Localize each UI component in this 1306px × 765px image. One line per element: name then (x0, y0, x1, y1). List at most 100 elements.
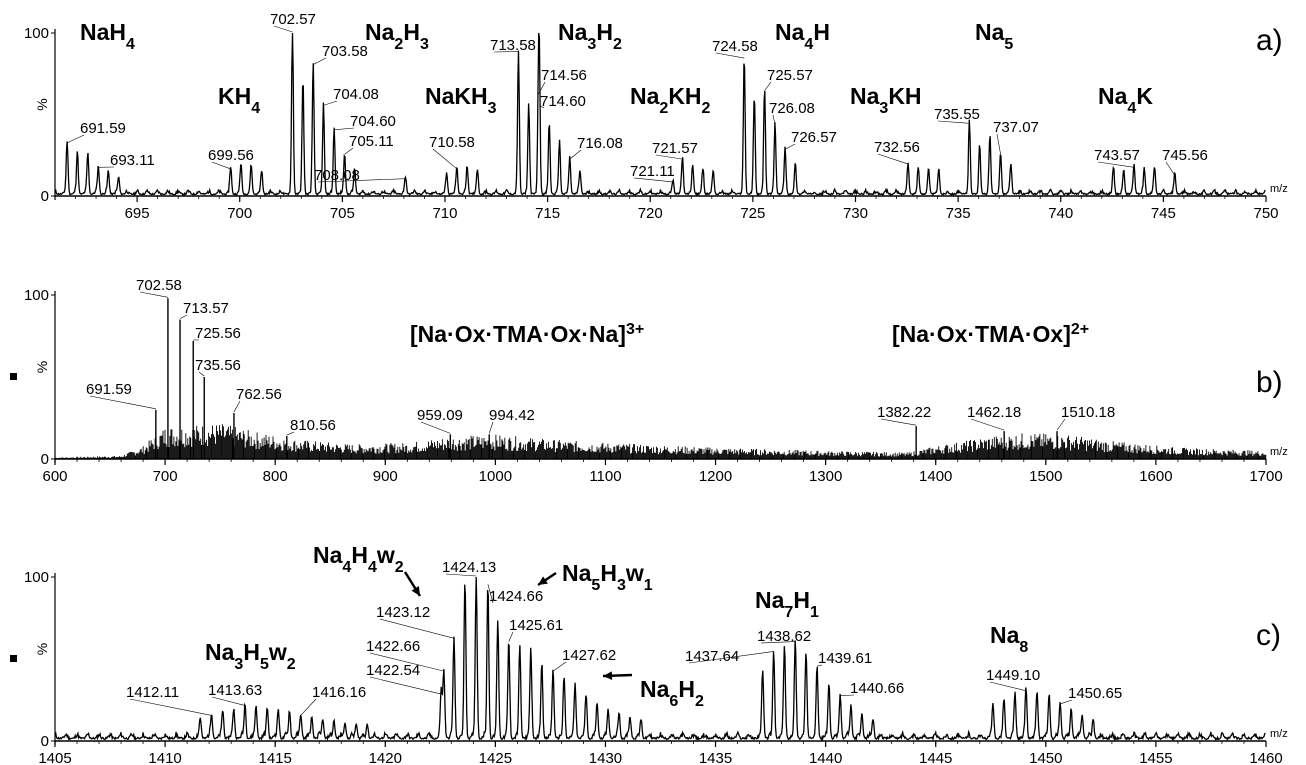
x-tick-label: 1425 (479, 750, 512, 765)
peak-leader (286, 431, 295, 436)
x-tick-label: 700 (153, 468, 178, 485)
peak-leader (764, 81, 772, 91)
peak-label: 1425.61 (509, 617, 563, 634)
peak-leader (1097, 161, 1135, 168)
peak-label: 732.56 (874, 139, 920, 156)
peak-leader (816, 664, 823, 667)
peak-leader (552, 661, 567, 672)
peak-leader (179, 314, 188, 319)
x-axis-label: m/z (1270, 728, 1288, 740)
peak-label: 714.60 (540, 93, 586, 110)
peak-label: 702.58 (136, 277, 182, 294)
x-tick-label: 695 (125, 205, 150, 222)
peak-leader (89, 395, 156, 410)
y-axis-label: % (34, 643, 50, 655)
peak-leader (970, 418, 1005, 431)
x-tick-label: 1200 (699, 468, 732, 485)
ion-label: Na7H1 (755, 587, 819, 621)
x-tick-label: 1700 (1249, 468, 1282, 485)
peak-label: 1510.18 (1061, 404, 1115, 421)
peak-leader (344, 147, 354, 155)
x-tick-label: 1445 (919, 750, 952, 765)
peak-leader (198, 371, 205, 377)
peak-leader (488, 421, 494, 434)
ion-label: Na4K (1098, 83, 1153, 117)
peak-label: 693.11 (110, 152, 155, 169)
peak-leader (379, 618, 455, 639)
peak-label: 1424.66 (489, 588, 543, 605)
peak-leader (487, 584, 494, 604)
peak-leader (772, 114, 776, 125)
peak-label: 713.58 (490, 37, 536, 54)
peak-label: 810.56 (290, 417, 336, 434)
peak-label: 1423.12 (376, 604, 430, 621)
peak-label: 737.07 (993, 119, 1039, 136)
peak-label: 726.57 (791, 129, 837, 146)
peak-leader (840, 694, 855, 697)
x-tick-label: 700 (227, 205, 252, 222)
peak-leader (715, 52, 745, 59)
y-tick-label-0: 0 (41, 188, 49, 205)
peak-label: 745.56 (1162, 147, 1208, 164)
peak-label: 1412.11 (126, 684, 179, 701)
x-tick-label: 750 (1253, 205, 1278, 222)
peak-label: 1438.62 (757, 628, 811, 645)
ion-label: NaH4 (80, 19, 135, 53)
ion-label: Na3KH (850, 83, 922, 117)
x-tick-label: 720 (638, 205, 663, 222)
x-tick-label: 715 (535, 205, 560, 222)
peak-label: 691.59 (86, 381, 132, 398)
peak-leader (508, 631, 514, 642)
peak-leader (877, 153, 909, 165)
peak-leader (996, 133, 1001, 155)
x-tick-label: 1410 (148, 750, 181, 765)
peak-leader (880, 418, 917, 426)
ion-label: Na2KH2 (630, 83, 711, 117)
x-tick-label: 900 (373, 468, 398, 485)
x-tick-label: 800 (263, 468, 288, 485)
ion-label: NaKH3 (425, 83, 497, 117)
x-tick-label: 705 (330, 205, 355, 222)
peak-label: 702.57 (270, 11, 316, 28)
x-tick-label: 1450 (1029, 750, 1062, 765)
peak-label: 743.57 (1094, 147, 1140, 164)
y-axis-label: % (34, 98, 50, 110)
peak-label: 725.56 (195, 325, 241, 342)
peak-leader (129, 698, 212, 716)
x-tick-label: 1420 (369, 750, 402, 765)
peak-leader (334, 127, 355, 131)
peak-leader (273, 25, 293, 33)
peak-label: 726.08 (769, 100, 815, 117)
arrow-head (411, 586, 420, 596)
peak-label: 708.08 (314, 167, 360, 184)
peak-leader (1056, 418, 1066, 431)
peak-leader (445, 573, 477, 577)
ion-label: Na5 (975, 19, 1013, 53)
peak-label: 1462.18 (967, 404, 1021, 421)
peak-label: 714.56 (541, 67, 587, 84)
x-tick-label: 735 (946, 205, 971, 222)
x-tick-label: 1000 (479, 468, 512, 485)
peak-label: 1382.22 (877, 404, 931, 421)
panel-letter: c) (1256, 619, 1281, 652)
ion-label: Na3H2 (558, 19, 622, 53)
spectrum-trace (54, 32, 1266, 197)
peak-leader (1060, 699, 1073, 705)
ion-label: [Na·Ox·TMA·Ox]2+ (892, 321, 1089, 348)
x-tick-label: 1460 (1249, 750, 1282, 765)
spectrum-trace (54, 576, 1266, 742)
y-axis-label: % (34, 361, 50, 373)
ion-label: Na4H (775, 19, 830, 53)
x-tick-label: 710 (432, 205, 457, 222)
x-tick-label: 1300 (809, 468, 842, 485)
ion-label: Na4H4w2 (313, 542, 404, 576)
panel-c: 100 0% 1405 1410 1415 1420 1425 1430 1435 1440 144… (10, 542, 1288, 765)
panel-a: 100 0% 695 700 705 710 715 720 725 730 735 740 745 75… (24, 11, 1288, 222)
peak-leader (1165, 161, 1176, 176)
ion-label: Na2H3 (365, 19, 429, 53)
peak-label: 721.11 (630, 163, 675, 180)
spectrum-trace (54, 424, 1267, 459)
peak-label: 691.59 (80, 120, 126, 137)
peak-leader (989, 681, 1027, 692)
